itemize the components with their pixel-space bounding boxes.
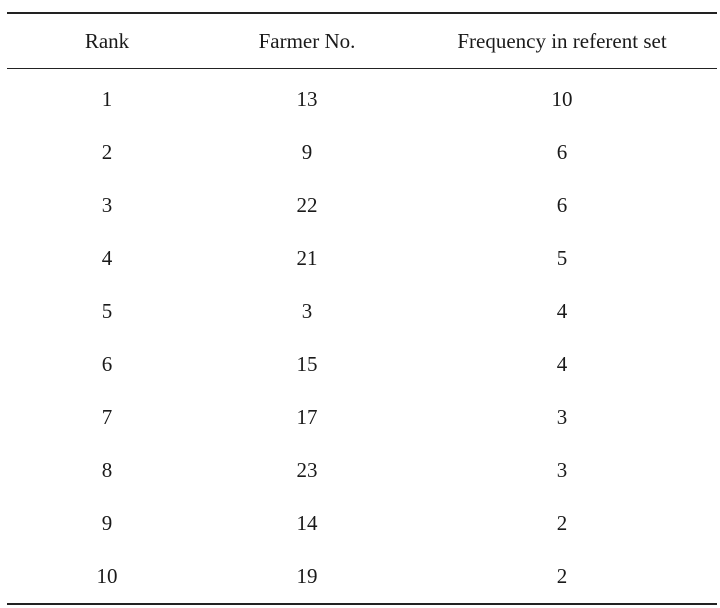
cell-farmer-no: 9 xyxy=(301,140,313,164)
cell-frequency: 3 xyxy=(556,458,568,482)
cell-frequency: 4 xyxy=(556,352,568,376)
table-row: 9 14 2 xyxy=(7,497,717,550)
table-row: 7 17 3 xyxy=(7,391,717,444)
cell-rank: 7 xyxy=(101,405,113,429)
cell-farmer-no: 13 xyxy=(296,87,318,111)
table-row: 2 9 6 xyxy=(7,126,717,179)
header-frequency: Frequency in referent set xyxy=(457,28,667,53)
table-row: 8 23 3 xyxy=(7,444,717,497)
cell-rank: 1 xyxy=(101,87,113,111)
table-body: 1 13 10 2 9 6 3 22 6 4 21 5 5 3 xyxy=(7,69,717,604)
table-header: Rank Farmer No. Frequency in referent se… xyxy=(7,13,717,69)
table-row: 10 19 2 xyxy=(7,550,717,604)
header-row: Rank Farmer No. Frequency in referent se… xyxy=(7,13,717,69)
table-row: 1 13 10 xyxy=(7,69,717,127)
cell-rank: 10 xyxy=(96,564,118,588)
cell-frequency: 2 xyxy=(556,511,568,535)
cell-rank: 3 xyxy=(101,193,113,217)
cell-farmer-no: 15 xyxy=(296,352,318,376)
cell-farmer-no: 23 xyxy=(296,458,318,482)
cell-frequency: 6 xyxy=(556,140,568,164)
cell-frequency: 2 xyxy=(556,564,568,588)
cell-farmer-no: 22 xyxy=(296,193,318,217)
table-row: 3 22 6 xyxy=(7,179,717,232)
ranking-table: Rank Farmer No. Frequency in referent se… xyxy=(7,12,717,605)
header-rank: Rank xyxy=(84,28,130,53)
cell-farmer-no: 19 xyxy=(296,564,318,588)
cell-farmer-no: 17 xyxy=(296,405,318,429)
cell-rank: 6 xyxy=(101,352,113,376)
table-row: 6 15 4 xyxy=(7,338,717,391)
cell-rank: 5 xyxy=(101,299,113,323)
cell-rank: 4 xyxy=(101,246,113,270)
cell-frequency: 5 xyxy=(556,246,568,270)
table-row: 5 3 4 xyxy=(7,285,717,338)
header-farmer-no: Farmer No. xyxy=(258,28,356,53)
cell-rank: 8 xyxy=(101,458,113,482)
cell-frequency: 10 xyxy=(551,87,573,111)
cell-farmer-no: 14 xyxy=(296,511,318,535)
cell-rank: 9 xyxy=(101,511,113,535)
cell-farmer-no: 21 xyxy=(296,246,318,270)
cell-frequency: 3 xyxy=(556,405,568,429)
cell-farmer-no: 3 xyxy=(301,299,313,323)
cell-frequency: 4 xyxy=(556,299,568,323)
table-row: 4 21 5 xyxy=(7,232,717,285)
cell-rank: 2 xyxy=(101,140,113,164)
cell-frequency: 6 xyxy=(556,193,568,217)
